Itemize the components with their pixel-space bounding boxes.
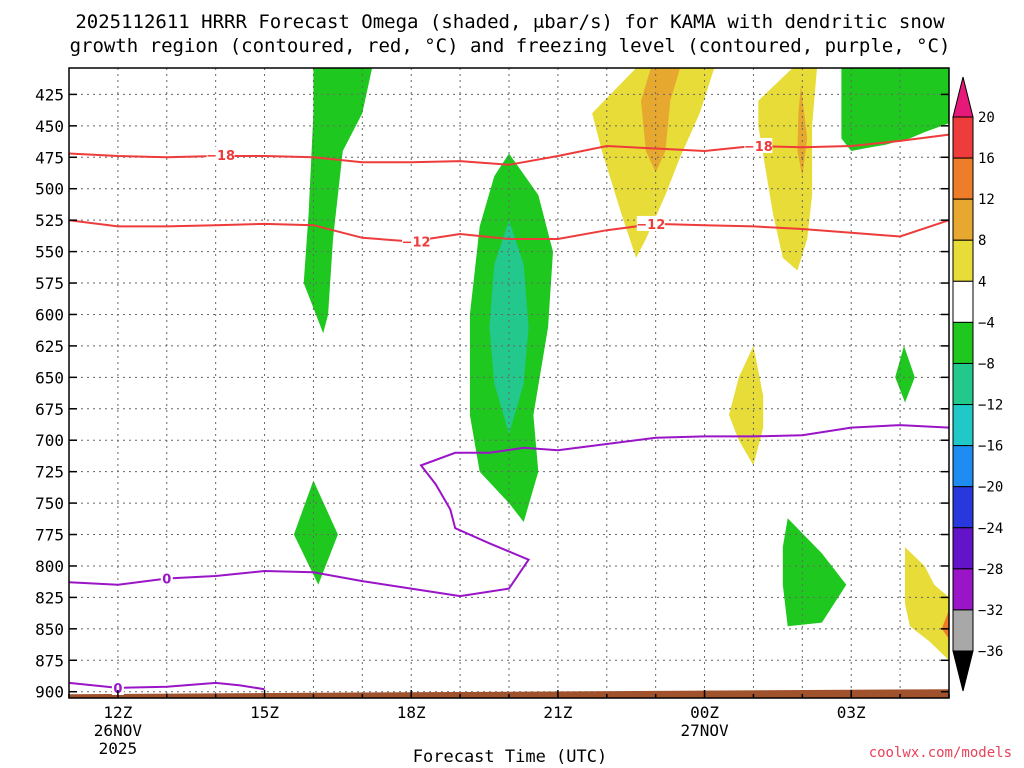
omega-region-orange-streak-02z: [797, 85, 808, 177]
contour-label: −18: [206, 149, 235, 164]
y-tick-label: 700: [35, 431, 64, 450]
omega-shaded-regions: [293, 68, 949, 661]
colorbar-label: −36: [978, 644, 1003, 660]
colorbar-label: −28: [978, 562, 1003, 578]
terrain-fill: [69, 689, 949, 698]
contour-label-bg: [744, 137, 773, 153]
y-tick-label: 650: [35, 368, 64, 387]
contour-labels: −18 −18 −12 −12 0 0: [111, 137, 773, 697]
colorbar-arrow-bottom: [952, 650, 974, 692]
colorbar-swatch: [952, 568, 974, 611]
colorbar-swatch: [952, 198, 974, 241]
y-tick-label: 775: [35, 526, 64, 545]
omega-region-orange-sliver-04z: [941, 610, 949, 639]
colorbar-label: −8: [978, 356, 995, 372]
y-tick-label: 450: [35, 117, 64, 136]
colorbar: 20 16 12 8 4 −4 −8 −12 −16 −20 −24 −28 −32 −36: [952, 76, 1003, 692]
y-axis-ticks: 425 450 475 500 525 550 575 600 625 650 675 700 725 7…: [35, 85, 949, 702]
omega-region-green-column-15z: [303, 68, 373, 334]
x-tick-label: 03Z: [837, 703, 866, 722]
x-tick-label: 12Z: [103, 703, 132, 722]
y-tick-label: 875: [35, 651, 64, 670]
y-tick-label: 425: [35, 85, 64, 104]
colorbar-swatch: [952, 445, 974, 488]
y-tick-label: 825: [35, 588, 64, 607]
y-tick-label: 475: [35, 148, 64, 167]
x-tick-date: 26NOV: [94, 721, 143, 740]
colorbar-label: −16: [978, 439, 1003, 455]
y-tick-label: 750: [35, 494, 64, 513]
y-tick-label: 525: [35, 211, 64, 230]
y-tick-label: 550: [35, 243, 64, 262]
contour-label: −12: [402, 236, 431, 251]
colorbar-label: 12: [978, 192, 995, 208]
colorbar-swatch: [952, 362, 974, 406]
contour-label: −18: [744, 140, 773, 155]
y-tick-label: 575: [35, 274, 64, 293]
x-tick-date: 27NOV: [680, 721, 729, 740]
chart-title-line2: growth region (contoured, red, °C) and f…: [70, 35, 951, 57]
contour-label: 0: [162, 573, 171, 588]
terrain-layer: [69, 689, 949, 698]
x-tick-label: 18Z: [397, 703, 426, 722]
y-tick-label: 675: [35, 400, 64, 419]
colorbar-arrow-top: [952, 76, 974, 118]
y-tick-label: 850: [35, 620, 64, 639]
colorbar-swatch: [952, 157, 974, 200]
colorbar-swatch: [952, 486, 974, 529]
freezing-level-line: [68, 424, 950, 598]
omega-region-yellow-blob-04z: [905, 547, 949, 661]
dgz-contour-line: [68, 219, 950, 243]
colorbar-swatch: [952, 239, 974, 282]
y-tick-label: 500: [35, 180, 64, 199]
contour-label-bg: [206, 146, 235, 162]
contour-label: −12: [636, 218, 665, 233]
contour-label-bg: [160, 570, 173, 586]
colorbar-swatch: [952, 609, 974, 652]
x-axis-label: Forecast Time (UTC): [413, 747, 607, 767]
colorbar-swatch: [952, 527, 974, 570]
x-tick-label: 00Z: [690, 703, 719, 722]
colorbar-swatch: [952, 321, 974, 364]
x-tick-year: 2025: [99, 739, 138, 758]
omega-region-green-blob-02z: [782, 518, 847, 627]
colorbar-label: −32: [978, 603, 1003, 619]
y-tick-label: 600: [35, 305, 64, 324]
y-tick-label: 800: [35, 557, 64, 576]
contour-label: 0: [113, 682, 122, 697]
colorbar-label: −20: [978, 480, 1003, 496]
colorbar-swatch: [952, 404, 974, 447]
x-tick-label: 21Z: [543, 703, 572, 722]
y-tick-label: 900: [35, 683, 64, 702]
colorbar-swatch: [952, 116, 974, 159]
omega-region-green-blob-04z: [895, 345, 915, 403]
omega-region-green-blob-16z: [293, 480, 338, 585]
colorbar-label: 20: [978, 110, 995, 126]
omega-region-green-top-right: [841, 68, 949, 151]
freezing-level-line: [68, 681, 265, 691]
omega-region-yellow-column-02z: [758, 68, 817, 271]
credit-text: coolwx.com/models: [869, 745, 1012, 761]
colorbar-label: 4: [978, 274, 986, 290]
contour-label-bg: [111, 679, 124, 695]
contour-label-bg: [636, 215, 665, 231]
colorbar-swatch: [952, 280, 974, 323]
colorbar-label: −24: [978, 521, 1003, 537]
colorbar-label: 16: [978, 151, 995, 167]
y-tick-label: 625: [35, 337, 64, 356]
omega-region-yellow-blob-01z: [729, 345, 764, 466]
colorbar-label: −12: [978, 398, 1003, 414]
colorbar-label: 8: [978, 233, 986, 249]
contour-label-bg: [402, 233, 431, 249]
chart-title-line1: 2025112611 HRRR Forecast Omega (shaded, …: [75, 11, 945, 33]
x-tick-label: 15Z: [250, 703, 279, 722]
colorbar-label: −4: [978, 315, 995, 331]
y-tick-label: 725: [35, 463, 64, 482]
